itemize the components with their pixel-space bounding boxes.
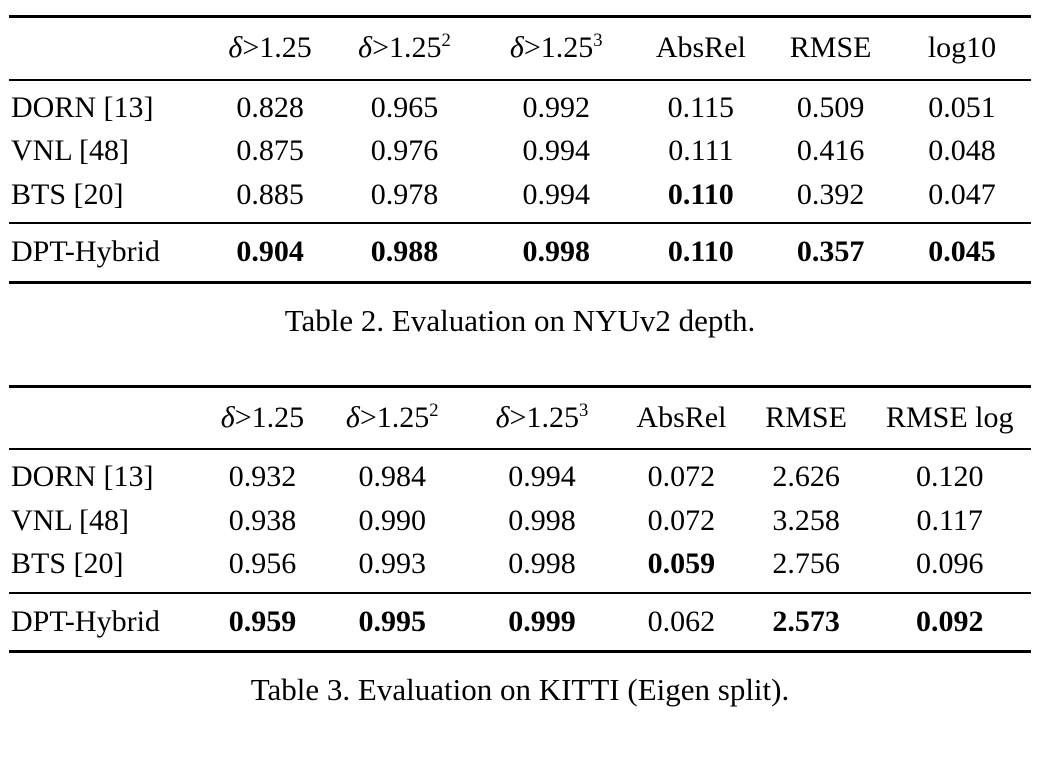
table-row: VNL [48] 0.938 0.990 0.998 0.072 3.258 0.117 [9,499,1031,543]
metric-cell: 0.062 [619,591,744,652]
metric-cell: 0.110 [633,222,769,282]
metric-cell: 0.828 [236,90,304,124]
table-row: DORN [13] 0.932 0.984 0.994 0.072 2.626 0.120 [9,449,1031,499]
metric-cell: 0.965 [370,90,439,124]
metric-cell: 0.059 [647,547,716,580]
table-kitti-evaluation: δ>1.25 δ>1.252 δ>1.253 AbsRel RMSE RMSE log D… [9,384,1031,653]
metric-cell: 0.994 [522,134,591,167]
metric-cell: 0.992 [522,90,591,124]
metric-cell: 0.998 [479,222,634,282]
metric-cell: 0.072 [647,460,716,493]
metric-cell: 2.573 [743,591,869,652]
metric-cell: 0.120 [915,460,984,493]
method-label: BTS [20] [11,547,124,580]
metric-cell: 0.904 [210,222,330,282]
metric-cell: 0.938 [228,503,297,537]
column-header: δ>1.253 [464,386,620,450]
metric-cell: 0.117 [916,503,983,537]
column-header: RMSE [743,386,869,450]
metric-cell: 0.357 [768,222,893,282]
column-header: δ>1.252 [329,16,480,81]
column-header: AbsRel [633,16,769,81]
method-label: DORN [13] [11,90,154,124]
metric-cell: 0.988 [329,222,480,282]
column-header: δ>1.253 [479,16,634,81]
metric-cell: 0.956 [228,547,297,580]
metric-cell: 0.047 [928,177,996,211]
method-label: DPT-Hybrid [9,222,211,282]
metric-cell: 0.995 [319,591,465,652]
metric-cell: 0.072 [647,503,716,537]
column-header: log10 [892,16,1031,81]
metric-cell: 0.110 [667,177,734,211]
metric-cell: 0.051 [928,90,996,124]
table-header-row: δ>1.25 δ>1.252 δ>1.253 AbsRel RMSE RMSE log [9,386,1031,450]
metric-cell: 0.885 [236,177,304,211]
metric-cell: 0.096 [915,547,984,580]
metric-cell: 0.932 [228,460,297,493]
metric-cell: 0.416 [796,134,865,167]
table-row: BTS [20] 0.885 0.978 0.994 0.110 0.392 0.047 [9,173,1031,224]
metric-cell: 0.092 [868,591,1031,652]
metric-cell: 2.756 [772,547,840,580]
column-header [9,386,206,450]
metric-cell: 3.258 [772,503,840,537]
method-label: DPT-Hybrid [9,591,206,652]
method-label: VNL [48] [11,503,130,537]
metric-cell: 0.875 [236,134,304,167]
metric-cell: 2.626 [772,460,840,493]
table-row: DPT-Hybrid 0.959 0.995 0.999 0.062 2.573 0.092 [9,591,1031,652]
metric-cell: 0.959 [205,591,320,652]
metric-cell: 0.999 [464,591,620,652]
metric-cell: 0.984 [358,460,426,493]
metric-cell: 0.392 [796,177,865,211]
metric-cell: 0.998 [508,547,576,580]
metric-cell: 0.994 [522,177,591,211]
metric-cell: 0.993 [358,547,426,580]
table-nyuv2-evaluation: δ>1.25 δ>1.252 δ>1.253 AbsRel RMSE log10 DORN… [9,15,1031,284]
table-row: DPT-Hybrid 0.904 0.988 0.998 0.110 0.357 0.045 [9,222,1031,282]
metric-cell: 0.978 [370,177,439,211]
column-header: δ>1.25 [210,16,330,81]
column-header: RMSE log [868,386,1031,450]
table-row: BTS [20] 0.956 0.993 0.998 0.059 2.756 0.096 [9,542,1031,593]
method-label: VNL [48] [11,134,130,167]
metric-cell: 0.990 [358,503,426,537]
column-header: RMSE [768,16,893,81]
column-header: δ>1.252 [319,386,465,450]
method-label: DORN [13] [11,460,154,493]
table-row: VNL [48] 0.875 0.976 0.994 0.111 0.416 0.048 [9,129,1031,173]
caption-table-2: Table 2. Evaluation on NYUv2 depth. [284,302,756,338]
metric-cell: 0.115 [667,90,735,124]
metric-cell: 0.994 [508,460,576,493]
metric-cell: 0.976 [370,134,439,167]
metric-cell: 0.045 [892,222,1031,282]
column-header: AbsRel [619,386,744,450]
table-row: DORN [13] 0.828 0.965 0.992 0.115 0.509 0.051 [9,80,1031,130]
method-label: BTS [20] [11,177,124,211]
metric-cell: 0.509 [796,90,865,124]
metric-cell: 0.998 [508,503,576,537]
caption-table-3: Table 3. Evaluation on KITTI (Eigen spli… [250,672,790,707]
table-header-row: δ>1.25 δ>1.252 δ>1.253 AbsRel RMSE log10 [9,16,1031,81]
metric-cell: 0.048 [928,134,996,167]
metric-cell: 0.111 [668,134,734,167]
column-header [9,16,211,81]
column-header: δ>1.25 [205,386,320,450]
